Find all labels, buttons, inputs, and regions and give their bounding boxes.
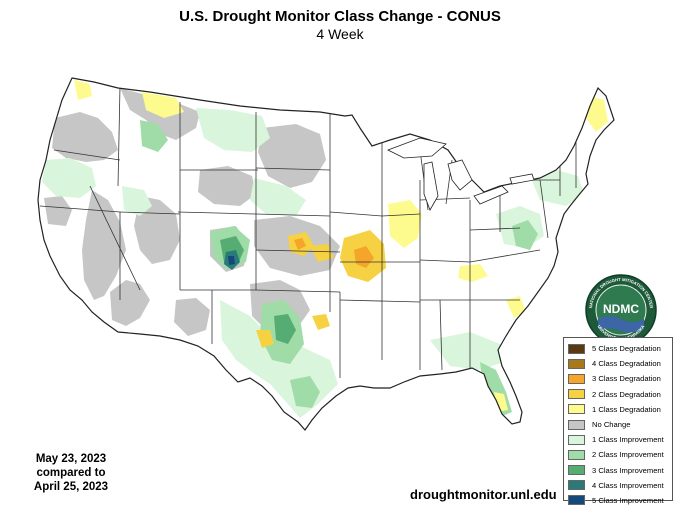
legend-swatch	[568, 419, 585, 430]
legend-swatch	[568, 373, 585, 384]
legend-item: 2 Class Improvement	[568, 447, 672, 462]
legend-swatch	[568, 495, 585, 506]
drought-change-regions	[42, 80, 608, 418]
no-change-new-mexico	[174, 298, 210, 336]
degrade1-maine	[586, 96, 608, 132]
legend-swatch	[568, 480, 585, 491]
source-url: droughtmonitor.unl.edu	[410, 487, 557, 502]
lake-erie	[473, 185, 509, 205]
legend-item: 4 Class Degradation	[568, 356, 672, 371]
legend-item: 4 Class Improvement	[568, 478, 672, 493]
legend-swatch	[568, 449, 585, 460]
legend-item: 1 Class Degradation	[568, 402, 672, 417]
legend-swatch	[568, 404, 585, 415]
legend-label: 1 Class Degradation	[592, 404, 661, 414]
three-class-degradation-regions	[294, 238, 374, 268]
date-previous: April 25, 2023	[33, 481, 109, 493]
legend-label: 5 Class Degradation	[592, 344, 661, 354]
legend-label: 4 Class Degradation	[592, 359, 661, 369]
degrade1-carolina	[506, 296, 526, 318]
improve1-southeast	[430, 332, 504, 370]
legend-item: No Change	[568, 417, 672, 432]
degrade2-texas-panhandle	[256, 330, 274, 348]
no-change-pacific-nw	[52, 112, 118, 162]
lake-huron	[447, 159, 473, 191]
degrade1-montana-north	[142, 92, 184, 118]
improve2-south-texas	[290, 376, 320, 408]
ndmc-logo-text: NDMC	[603, 302, 639, 316]
map-title: U.S. Drought Monitor Class Change - CONU…	[179, 8, 501, 25]
degrade2-nebraska	[310, 244, 334, 262]
one-class-degradation-regions	[74, 80, 608, 412]
legend-item: 5 Class Improvement	[568, 493, 672, 508]
lake-ontario	[509, 173, 535, 185]
improve1-northeast	[530, 170, 584, 206]
legend-label: 3 Class Degradation	[592, 374, 661, 384]
degrade3-missouri	[354, 246, 374, 268]
improve1-oregon	[42, 158, 96, 198]
no-change-wyoming	[198, 166, 256, 206]
legend-swatch	[568, 389, 585, 400]
degrade1-washington	[74, 80, 92, 100]
no-change-california-north	[44, 196, 72, 226]
legend-label: 2 Class Improvement	[592, 450, 664, 460]
no-change-nevada	[82, 190, 126, 300]
legend-label: 5 Class Improvement	[592, 495, 664, 505]
legend-item: 3 Class Degradation	[568, 371, 672, 386]
improve5-colorado	[228, 256, 235, 265]
legend-label: 4 Class Improvement	[592, 480, 664, 490]
no-change-dakotas	[258, 124, 326, 188]
improve1-nevada	[122, 186, 152, 216]
improve2-idaho	[140, 120, 168, 152]
lake-michigan	[423, 161, 439, 211]
legend-label: 1 Class Improvement	[592, 435, 664, 445]
date-block: May 23, 2023 compared to April 25, 2023	[30, 452, 112, 494]
legend-swatch	[568, 465, 585, 476]
date-compared-to: compared to	[36, 467, 106, 479]
legend: 5 Class Degradation 4 Class Degradation 3 …	[563, 337, 673, 506]
improve3-texas	[274, 314, 296, 344]
five-class-improvement-regions	[228, 256, 235, 265]
degrade1-illinois	[388, 200, 422, 248]
legend-swatch	[568, 358, 585, 369]
legend-item: 3 Class Improvement	[568, 463, 672, 478]
state-borders	[39, 85, 577, 380]
legend-item: 2 Class Degradation	[568, 387, 672, 402]
legend-item: 1 Class Improvement	[568, 432, 672, 447]
lake-superior	[387, 137, 447, 159]
legend-swatch	[568, 343, 585, 354]
legend-label: 3 Class Improvement	[592, 465, 664, 475]
degrade1-kentucky	[458, 264, 488, 282]
legend-label: No Change	[592, 420, 631, 430]
degrade3-kansas	[294, 238, 306, 250]
great-lakes	[387, 137, 535, 211]
legend-label: 2 Class Degradation	[592, 389, 661, 399]
legend-swatch	[568, 434, 585, 445]
map-subtitle: 4 Week	[316, 26, 364, 42]
legend-item: 5 Class Degradation	[568, 341, 672, 356]
degrade2-oklahoma	[312, 314, 330, 330]
date-current: May 23, 2023	[35, 453, 107, 465]
improve2-virginia	[512, 220, 538, 250]
improve1-montana	[196, 108, 270, 152]
improve1-wyoming-dakota	[250, 178, 306, 216]
ndmc-logo: NDMC NATIONAL DROUGHT MITIGATION CENTER …	[585, 274, 657, 346]
